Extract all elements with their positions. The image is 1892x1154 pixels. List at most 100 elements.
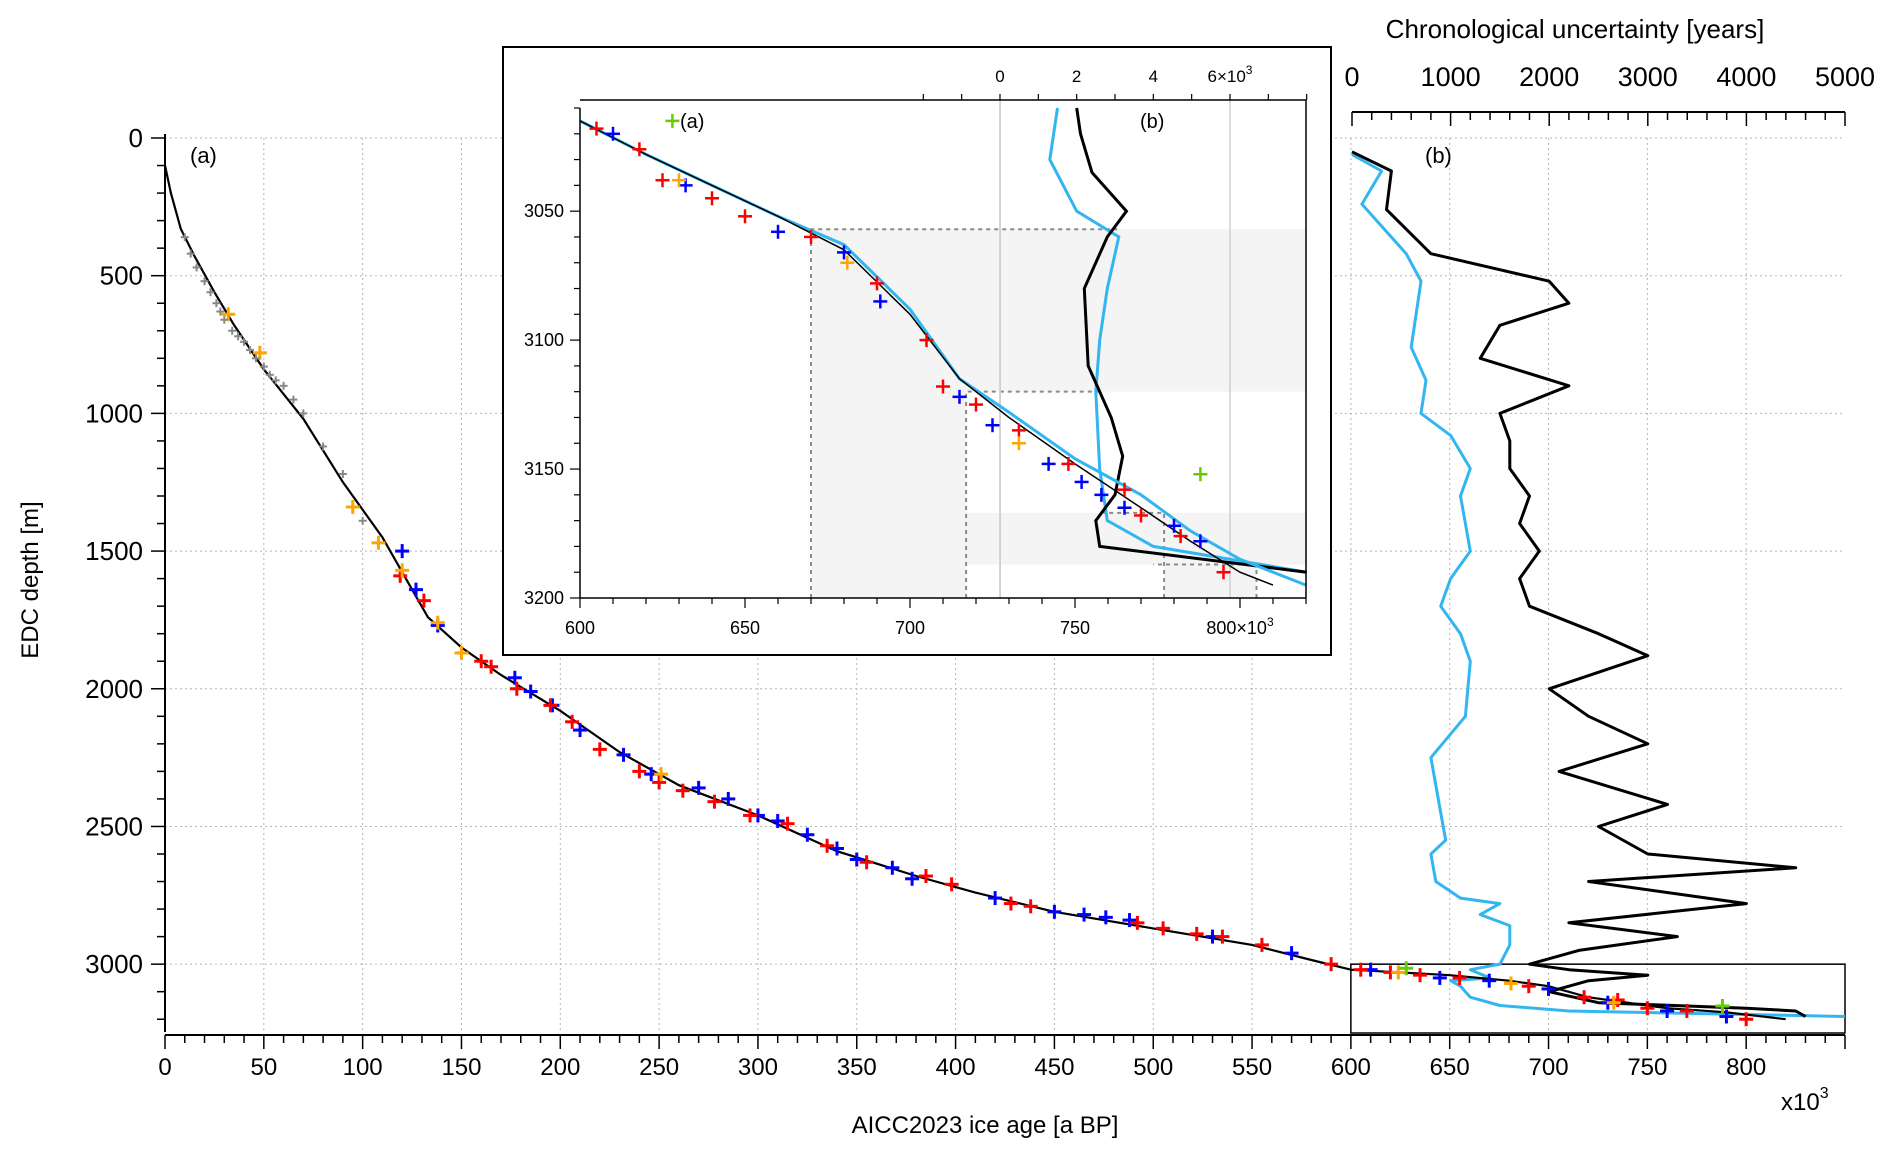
tie-point-marker <box>245 346 254 355</box>
tie-point-marker <box>299 409 308 418</box>
inset-y-tick-label: 3150 <box>524 459 564 479</box>
tie-point-markers <box>180 233 1754 1027</box>
inset-marker <box>837 245 851 260</box>
tie-point-marker <box>849 852 864 867</box>
y-tick-label: 3000 <box>85 949 143 979</box>
inset-y-tick-label: 3200 <box>524 588 564 608</box>
inset-marker <box>632 142 647 157</box>
inset-marker-series-3 <box>665 113 1208 482</box>
inset-marker <box>1173 529 1188 544</box>
x-tick-label: 150 <box>441 1054 481 1081</box>
inset-marker <box>840 255 855 270</box>
tie-point-marker <box>1432 970 1447 985</box>
x-tick-label: 250 <box>639 1054 679 1081</box>
tie-point-marker <box>1047 904 1062 919</box>
inset-x-tick-label: 600 <box>565 618 595 638</box>
inset-marker <box>1216 565 1231 580</box>
inset-age-curve-black <box>579 120 1274 586</box>
tie-point-marker <box>1679 1003 1694 1018</box>
inset-marker <box>738 209 752 224</box>
tie-point-marker <box>1284 946 1299 961</box>
inset-marker <box>804 229 818 244</box>
inset-marker <box>1117 500 1132 515</box>
tie-point-marker <box>200 277 209 286</box>
right-tick-label: 2000 <box>1519 62 1579 92</box>
tie-point-marker <box>1640 1001 1655 1016</box>
tie-point-marker <box>430 615 445 630</box>
tie-point-marker <box>1739 1012 1754 1027</box>
tie-point-marker <box>1324 957 1339 972</box>
inset-marker <box>1061 456 1076 471</box>
y-axis-label: EDC depth [m] <box>17 501 44 658</box>
inset-top-last-tick-exp: 3 <box>1246 63 1253 77</box>
main-panel-label: (a) <box>190 143 217 168</box>
uncertainty-line-0 <box>1351 153 1846 1018</box>
tie-point-marker <box>216 307 225 316</box>
right-tick-label: 1000 <box>1421 62 1481 92</box>
x-tick-label: 300 <box>738 1054 778 1081</box>
tie-point-marker <box>234 332 243 341</box>
inset-marker <box>655 173 670 188</box>
x-tick-label: 600 <box>1331 1054 1371 1081</box>
tie-point-marker <box>707 794 722 809</box>
tie-point-marker <box>1660 1003 1675 1018</box>
inset-marker <box>1011 436 1026 451</box>
tie-point-marker <box>1482 973 1497 988</box>
inset-x-last-tick-text: 800×10 <box>1206 618 1267 638</box>
tie-point-marker <box>905 871 920 886</box>
inset-marker-series-2 <box>672 173 1026 451</box>
inset-x-tick-label: 650 <box>730 618 760 638</box>
main-axes <box>151 134 1846 1049</box>
marker-series-2 <box>221 307 1621 1010</box>
tie-point-marker <box>1503 976 1518 991</box>
tie-point-marker <box>565 714 580 729</box>
x-tick-label: 0 <box>158 1054 171 1081</box>
inset-marker <box>1094 487 1109 502</box>
tie-point-marker <box>1521 979 1536 994</box>
inset-top-tick-label: 4 <box>1149 67 1158 86</box>
inset-marker <box>1041 456 1056 471</box>
y-tick-label: 500 <box>100 261 143 291</box>
tie-point-marker <box>192 263 201 272</box>
inset-marker <box>705 191 719 206</box>
tie-point-marker <box>523 684 538 699</box>
tie-point-marker <box>319 442 328 451</box>
tie-point-marker <box>409 582 424 597</box>
marker-series-4 <box>180 233 367 525</box>
inset-curves <box>579 107 1307 587</box>
inset-top-last-tick-text: 6×10 <box>1208 67 1246 86</box>
tie-point-marker <box>1413 968 1428 983</box>
tie-point-marker <box>206 288 215 297</box>
right-panel-series <box>1351 150 1846 1018</box>
zoom-region-box <box>1350 963 1846 1034</box>
right-tick-label: 4000 <box>1716 62 1776 92</box>
tie-point-marker <box>1130 915 1145 930</box>
shaded-col-1 <box>811 229 967 599</box>
inset-y-tick-label: 3100 <box>524 330 564 350</box>
inset-marker <box>969 397 983 412</box>
inset-marker <box>589 121 604 136</box>
tie-point-marker <box>259 362 268 371</box>
main-tick-labels: 0 50 100 150 200 250 300 350 400 450 500 550 600 650 7… <box>85 123 1766 1081</box>
inset-marker <box>870 276 884 291</box>
tie-point-marker <box>251 354 260 363</box>
y-tick-label: 2000 <box>85 674 143 704</box>
tie-point-marker <box>616 747 631 762</box>
inset-marker <box>936 379 950 394</box>
tie-point-marker <box>632 764 647 779</box>
tie-point-marker <box>918 869 933 884</box>
tie-point-marker <box>220 315 229 324</box>
x-tick-label: 200 <box>540 1054 580 1081</box>
right-panel-title: Chronological uncertainty [years] <box>1386 14 1765 44</box>
inset-marker <box>1193 467 1208 482</box>
tie-point-marker <box>395 563 410 578</box>
tie-point-marker <box>1452 970 1467 985</box>
inset-marker <box>1011 423 1026 438</box>
inset-x-last-tick-exp: 3 <box>1267 615 1274 629</box>
tie-point-marker <box>770 813 785 828</box>
tie-point-marker <box>1391 965 1406 980</box>
tie-point-marker <box>265 370 274 379</box>
main-inset-box <box>1350 963 1846 1034</box>
tie-point-marker <box>509 681 524 696</box>
